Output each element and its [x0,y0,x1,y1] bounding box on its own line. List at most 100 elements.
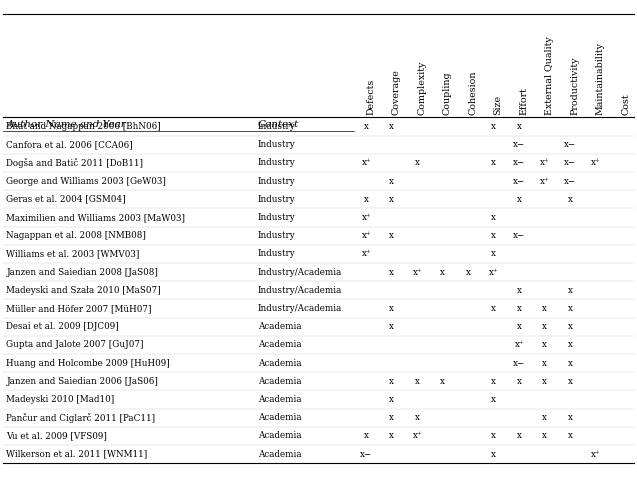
Text: Industry/Academia: Industry/Academia [258,286,342,295]
Text: x⁺: x⁺ [489,268,498,276]
Text: x: x [491,213,496,222]
Text: x: x [517,432,522,440]
Text: x: x [542,359,547,367]
Text: Industry: Industry [258,231,296,240]
Text: x−: x− [513,159,526,167]
Text: x: x [389,432,394,440]
Text: x⁺: x⁺ [362,159,371,167]
Text: x: x [568,322,573,331]
Text: Canfora et al. 2006 [CCA06]: Canfora et al. 2006 [CCA06] [6,140,133,149]
Text: x: x [568,195,573,204]
Text: Industry/Academia: Industry/Academia [258,268,342,276]
Text: x⁺: x⁺ [362,231,371,240]
Text: Academia: Academia [258,322,301,331]
Text: External Quality: External Quality [545,36,554,115]
Text: x: x [542,341,547,349]
Text: x: x [389,177,394,185]
Text: x⁺: x⁺ [413,432,422,440]
Text: x: x [491,122,496,131]
Text: x: x [491,159,496,167]
Text: Industry: Industry [258,122,296,131]
Text: x: x [491,395,496,404]
Text: x⁺: x⁺ [362,213,371,222]
Text: Size: Size [494,95,503,115]
Text: x⁺: x⁺ [591,450,600,458]
Text: George and Williams 2003 [GeW03]: George and Williams 2003 [GeW03] [6,177,166,185]
Text: x: x [568,432,573,440]
Text: Industry/Academia: Industry/Academia [258,304,342,313]
Text: Maximilien and Williams 2003 [MaW03]: Maximilien and Williams 2003 [MaW03] [6,213,185,222]
Text: Dogša and Batič 2011 [DoB11]: Dogša and Batič 2011 [DoB11] [6,158,143,168]
Text: x: x [542,377,547,386]
Text: x: x [440,377,445,386]
Text: Wilkerson et al. 2011 [WNM11]: Wilkerson et al. 2011 [WNM11] [6,450,148,458]
Text: x: x [568,304,573,313]
Text: Cohesion: Cohesion [468,70,477,115]
Text: x: x [415,377,420,386]
Text: x: x [491,432,496,440]
Text: Vu et al. 2009 [VFS09]: Vu et al. 2009 [VFS09] [6,432,107,440]
Text: Academia: Academia [258,341,301,349]
Text: Maintainability: Maintainability [596,42,605,115]
Text: Academia: Academia [258,450,301,458]
Text: x: x [568,413,573,422]
Text: Industry: Industry [258,159,296,167]
Text: Industry: Industry [258,177,296,185]
Text: x⁺: x⁺ [362,250,371,258]
Text: x−: x− [513,231,526,240]
Text: Context: Context [258,120,299,129]
Text: x⁺: x⁺ [540,177,549,185]
Text: Industry: Industry [258,213,296,222]
Text: x: x [491,450,496,458]
Text: x: x [389,122,394,131]
Text: x⁺: x⁺ [540,159,549,167]
Text: Defects: Defects [366,79,375,115]
Text: x: x [491,231,496,240]
Text: x−: x− [513,140,526,149]
Text: x: x [415,413,420,422]
Text: x: x [389,395,394,404]
Text: x: x [542,413,547,422]
Text: x: x [517,377,522,386]
Text: x: x [568,377,573,386]
Text: Janzen and Saiedian 2008 [JaS08]: Janzen and Saiedian 2008 [JaS08] [6,268,158,276]
Text: Effort: Effort [519,87,528,115]
Text: x⁺: x⁺ [591,159,600,167]
Text: Gupta and Jalote 2007 [GuJ07]: Gupta and Jalote 2007 [GuJ07] [6,341,144,349]
Text: x: x [517,286,522,295]
Text: x−: x− [513,359,526,367]
Text: x: x [415,159,420,167]
Text: Coverage: Coverage [392,69,401,115]
Text: x: x [364,195,369,204]
Text: x−: x− [564,159,576,167]
Text: x−: x− [360,450,373,458]
Text: Academia: Academia [258,413,301,422]
Text: Productivity: Productivity [570,57,579,115]
Text: x: x [389,268,394,276]
Text: x−: x− [564,177,576,185]
Text: Williams et al. 2003 [WMV03]: Williams et al. 2003 [WMV03] [6,250,140,258]
Text: Janzen and Saiedian 2006 [JaS06]: Janzen and Saiedian 2006 [JaS06] [6,377,158,386]
Text: x: x [568,359,573,367]
Text: Pančur and Ciglarč 2011 [PaC11]: Pančur and Ciglarč 2011 [PaC11] [6,413,155,422]
Text: x: x [364,122,369,131]
Text: x−: x− [513,177,526,185]
Text: Madeyski and Szała 2010 [MaS07]: Madeyski and Szała 2010 [MaS07] [6,286,161,295]
Text: Industry: Industry [258,250,296,258]
Text: x−: x− [564,140,576,149]
Text: Author Name and Year: Author Name and Year [6,120,126,129]
Text: x: x [542,432,547,440]
Text: x: x [389,304,394,313]
Text: x: x [491,377,496,386]
Text: Nagappan et al. 2008 [NMB08]: Nagappan et al. 2008 [NMB08] [6,231,147,240]
Text: x: x [491,250,496,258]
Text: Academia: Academia [258,395,301,404]
Text: x: x [568,286,573,295]
Text: x: x [542,304,547,313]
Text: x: x [517,195,522,204]
Text: x: x [517,322,522,331]
Text: Industry: Industry [258,140,296,149]
Text: x: x [568,341,573,349]
Text: x⁺: x⁺ [515,341,524,349]
Text: x: x [389,195,394,204]
